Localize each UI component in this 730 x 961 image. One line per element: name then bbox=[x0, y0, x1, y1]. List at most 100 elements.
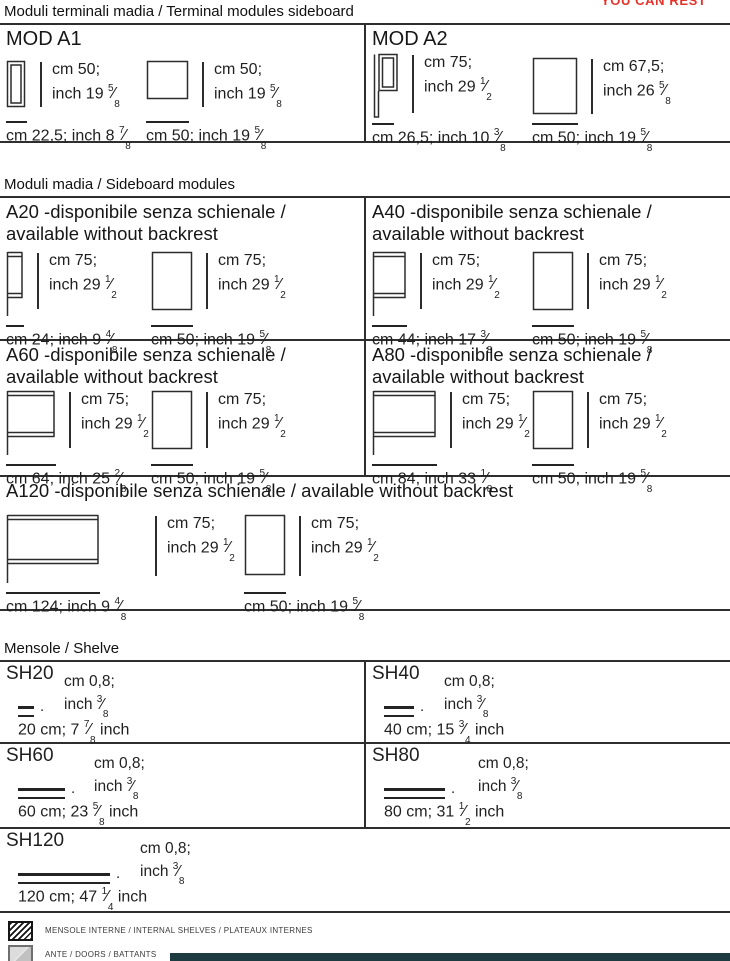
height-dimension-line bbox=[69, 392, 71, 448]
side-view-drawing bbox=[6, 390, 55, 455]
shelf-cell-sh120: SH120 cm 0,8; inch 3⁄8 . 120 cm; 47 1⁄4 … bbox=[0, 829, 730, 913]
side-view-drawing bbox=[6, 514, 99, 583]
module-cell-a120: A120 -disponibile senza schienale / avai… bbox=[0, 477, 730, 623]
height-dimension-label: cm 75; inch 29 1⁄2 bbox=[599, 391, 667, 440]
front-view-drawing bbox=[146, 60, 189, 100]
height-dimension-label: cm 75; inch 29 1⁄2 bbox=[49, 252, 117, 301]
front-view-drawing bbox=[244, 514, 286, 576]
height-dimension-label: cm 75; inch 29 1⁄2 bbox=[311, 515, 379, 564]
width-dimension-label: 80 cm; 31 1⁄2 inch bbox=[384, 797, 504, 828]
width-dimension-label: cm 50; inch 19 5⁄8 bbox=[532, 123, 671, 154]
front-view-drawing bbox=[532, 251, 574, 311]
shelf-name: SH40 bbox=[372, 663, 420, 684]
side-view-drawing bbox=[6, 60, 26, 108]
dimension-dot: . bbox=[40, 698, 45, 715]
width-dimension-label: cm 44; inch 17 3⁄8 bbox=[372, 325, 532, 356]
side-view-drawing bbox=[372, 390, 436, 455]
height-dimension-label: cm 67,5; inch 26 5⁄8 bbox=[603, 58, 671, 107]
shelf-cell-sh40: SH40 cm 0,8; inch 3⁄8 . 40 cm; 15 3⁄4 in… bbox=[366, 662, 730, 746]
height-dimension-label: cm 75; inch 29 1⁄2 bbox=[432, 252, 500, 301]
width-dimension-label: 120 cm; 47 1⁄4 inch bbox=[18, 882, 147, 913]
height-dimension-label: cm 75; inch 29 1⁄2 bbox=[218, 252, 286, 301]
height-dimension-line bbox=[412, 55, 414, 113]
shelf-profile-drawing bbox=[18, 788, 65, 791]
shelf-profile-drawing bbox=[18, 706, 34, 709]
shelf-cell-sh80: SH80 cm 0,8; inch 3⁄8 . 80 cm; 31 1⁄2 in… bbox=[366, 744, 730, 828]
height-dimension-line bbox=[450, 392, 452, 448]
dimension-dot: . bbox=[420, 698, 425, 715]
module-title: A80 -disponibile senza schienale / avail… bbox=[372, 344, 652, 387]
section-title-shelves: Mensole / Shelve bbox=[4, 640, 120, 657]
width-dimension-label: cm 50; inch 19 5⁄8 bbox=[532, 464, 667, 495]
module-cell-a60: A60 -disponibile senza schienale / avail… bbox=[0, 341, 366, 495]
side-view-drawing bbox=[373, 53, 398, 118]
module-title: MOD A2 bbox=[372, 28, 448, 50]
height-dimension-line bbox=[206, 392, 208, 448]
height-dimension-label: cm 75; inch 29 1⁄2 bbox=[462, 391, 530, 440]
width-dimension-label: cm 124; inch 9 4⁄8 bbox=[6, 592, 244, 623]
width-dimension-label: 60 cm; 23 5⁄8 inch bbox=[18, 797, 138, 828]
module-cell-mod-a1: MOD A1 cm 50; inch 19 5⁄8 bbox=[0, 25, 366, 152]
dimension-dot: . bbox=[71, 780, 76, 797]
height-dimension-label: cm 75; inch 29 1⁄2 bbox=[167, 515, 235, 564]
terminal-modules-table: MOD A1 cm 50; inch 19 5⁄8 bbox=[0, 23, 730, 154]
module-cell-mod-a2: MOD A2 cm 75; inch 29 1⁄2 bbox=[366, 25, 730, 154]
shelf-profile-drawing bbox=[18, 873, 110, 876]
width-dimension-label: 20 cm; 7 7⁄8 inch bbox=[18, 715, 129, 746]
height-dimension-line bbox=[155, 516, 157, 576]
width-dimension-label: cm 50; inch 19 5⁄8 bbox=[146, 121, 282, 152]
module-title: A20 -disponibile senza schienale / avail… bbox=[6, 201, 286, 244]
height-dimension-label: cm 75; inch 29 1⁄2 bbox=[424, 54, 492, 103]
thickness-label: cm 0,8; inch 3⁄8 bbox=[140, 840, 191, 888]
module-title: A60 -disponibile senza schienale / avail… bbox=[6, 344, 286, 387]
height-dimension-line bbox=[40, 62, 42, 107]
height-dimension-line bbox=[299, 516, 301, 576]
section-title-terminal-modules: Moduli terminali madia / Terminal module… bbox=[4, 3, 354, 20]
module-title: MOD A1 bbox=[6, 28, 82, 50]
module-title: A120 -disponibile senza schienale / avai… bbox=[6, 480, 513, 501]
height-dimension-line bbox=[587, 253, 589, 309]
section-title-sideboard-modules: Moduli madia / Sideboard modules bbox=[4, 176, 235, 193]
thickness-label: cm 0,8; inch 3⁄8 bbox=[444, 673, 495, 721]
front-view-drawing bbox=[151, 251, 193, 311]
width-dimension-label: cm 26,5; inch 10 3⁄8 bbox=[372, 123, 532, 154]
gray-swatch-icon bbox=[8, 944, 33, 961]
width-dimension-label: cm 50; inch 19 5⁄8 bbox=[244, 592, 379, 623]
height-dimension-label: cm 75; inch 29 1⁄2 bbox=[218, 391, 286, 440]
footer-color-bar bbox=[170, 953, 730, 961]
module-cell-a80: A80 -disponibile senza schienale / avail… bbox=[366, 341, 730, 495]
legend-label: ANTE / DOORS / BATTANTS bbox=[45, 950, 157, 959]
shelves-table: SH20 cm 0,8; inch 3⁄8 . 20 cm; 7 7⁄8 inc… bbox=[0, 660, 730, 913]
module-cell-a40: A40 -disponibile senza schienale / avail… bbox=[366, 198, 730, 356]
side-view-drawing bbox=[6, 251, 23, 316]
front-view-drawing bbox=[532, 57, 578, 115]
height-dimension-label: cm 50; inch 19 5⁄8 bbox=[52, 61, 120, 110]
legend-label: MENSOLE INTERNE / INTERNAL SHELVES / PLA… bbox=[45, 926, 313, 935]
height-dimension-line bbox=[37, 253, 39, 309]
shelf-cell-sh20: SH20 cm 0,8; inch 3⁄8 . 20 cm; 7 7⁄8 inc… bbox=[0, 662, 366, 746]
dimension-dot: . bbox=[451, 780, 456, 797]
thickness-label: cm 0,8; inch 3⁄8 bbox=[478, 755, 529, 803]
width-dimension-label: cm 50; inch 19 5⁄8 bbox=[532, 325, 667, 356]
height-dimension-line bbox=[202, 62, 204, 107]
width-dimension-label: cm 84; inch 33 1⁄8 bbox=[372, 464, 532, 495]
shelf-name: SH80 bbox=[372, 745, 420, 766]
shelf-name: SH120 bbox=[6, 830, 65, 851]
legend-item-internal-shelves: MENSOLE INTERNE / INTERNAL SHELVES / PLA… bbox=[8, 920, 730, 941]
shelf-profile-drawing bbox=[384, 706, 414, 709]
hatched-swatch-icon bbox=[8, 920, 33, 941]
module-title: A40 -disponibile senza schienale / avail… bbox=[372, 201, 652, 244]
brand-slogan: YOU CAN REST bbox=[601, 0, 707, 8]
width-dimension-label: cm 24; inch 9 4⁄8 bbox=[6, 325, 151, 356]
height-dimension-label: cm 75; inch 29 1⁄2 bbox=[81, 391, 149, 440]
shelf-name: SH20 bbox=[6, 663, 54, 684]
width-dimension-label: cm 64; inch 25 2⁄8 bbox=[6, 464, 151, 495]
legend: MENSOLE INTERNE / INTERNAL SHELVES / PLA… bbox=[8, 920, 730, 961]
front-view-drawing bbox=[151, 390, 193, 450]
thickness-label: cm 0,8; inch 3⁄8 bbox=[64, 673, 115, 721]
shelf-name: SH60 bbox=[6, 745, 54, 766]
height-dimension-line bbox=[206, 253, 208, 309]
height-dimension-label: cm 75; inch 29 1⁄2 bbox=[599, 252, 667, 301]
height-dimension-label: cm 50; inch 19 5⁄8 bbox=[214, 61, 282, 110]
